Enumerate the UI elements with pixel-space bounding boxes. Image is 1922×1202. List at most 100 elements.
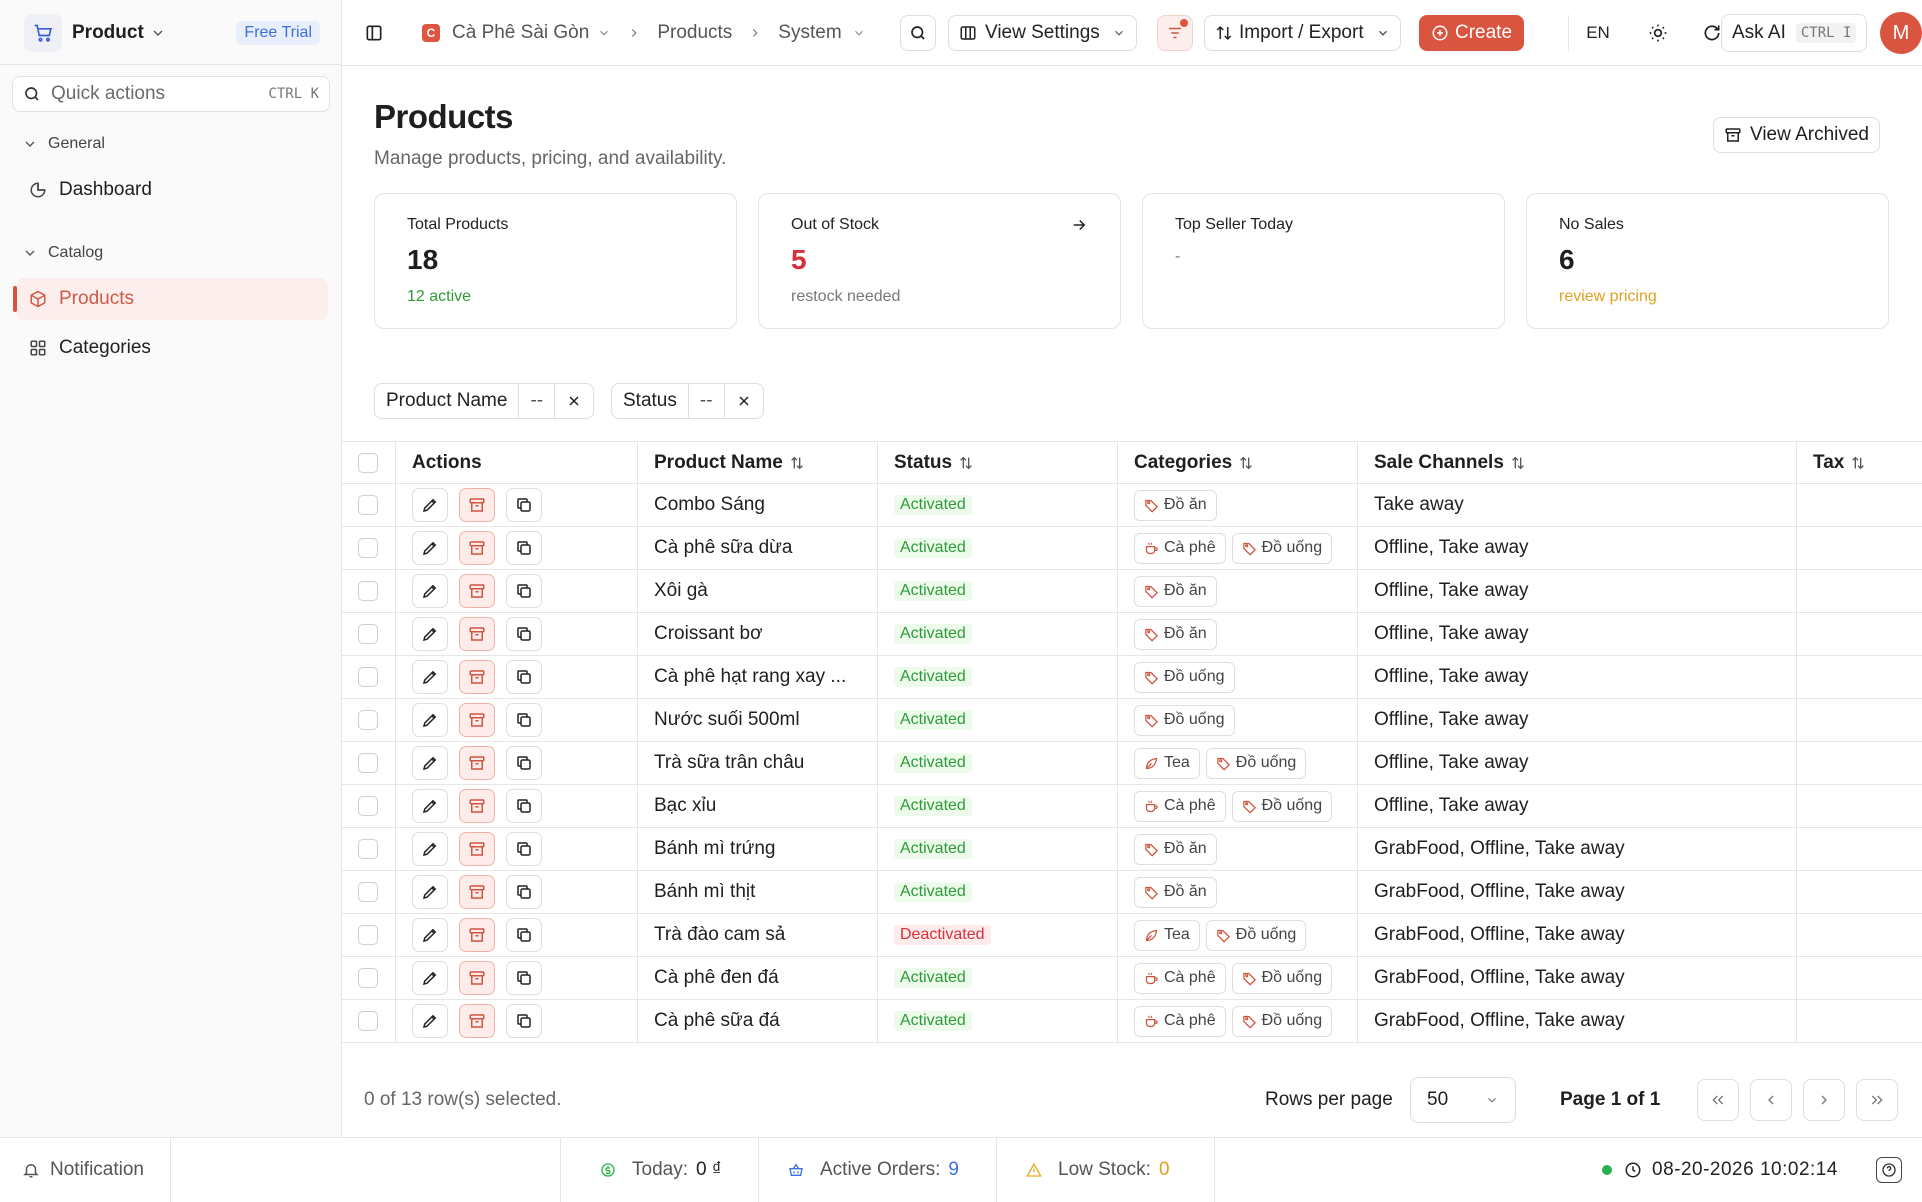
product-name[interactable]: Croissant bơ xyxy=(637,613,877,655)
archive-button[interactable] xyxy=(459,746,495,780)
table-row[interactable]: Nước suối 500ml Activated Đồ uống Offline, … xyxy=(342,699,1922,742)
table-row[interactable]: Bánh mì trứng Activated Đồ ăn GrabFood, Off… xyxy=(342,828,1922,871)
column-header-product-name[interactable]: Product Name xyxy=(637,442,877,484)
edit-button[interactable] xyxy=(412,703,448,737)
table-row[interactable]: Cà phê đen đá Activated Cà phê Đồ uống GrabF… xyxy=(342,957,1922,1000)
refresh-button[interactable] xyxy=(1686,15,1738,51)
category-chip[interactable]: Đồ uống xyxy=(1205,747,1307,779)
help-button[interactable] xyxy=(1876,1138,1902,1202)
duplicate-button[interactable] xyxy=(506,789,542,823)
row-checkbox[interactable] xyxy=(358,1011,378,1031)
archive-button[interactable] xyxy=(459,1004,495,1038)
column-header-sale-channels[interactable]: Sale Channels xyxy=(1357,442,1796,484)
duplicate-button[interactable] xyxy=(506,488,542,522)
next-page-button[interactable] xyxy=(1803,1079,1845,1121)
group-general-toggle[interactable]: General xyxy=(22,135,105,153)
duplicate-button[interactable] xyxy=(506,918,542,952)
product-name[interactable]: Bánh mì trứng xyxy=(637,828,877,870)
category-chip[interactable]: Đồ uống xyxy=(1205,919,1307,951)
breadcrumb-system[interactable]: System xyxy=(778,22,842,43)
product-name[interactable]: Cà phê hạt rang xay ... xyxy=(637,656,877,698)
arrow-right-icon[interactable] xyxy=(1070,216,1088,234)
product-name[interactable]: Bạc xỉu xyxy=(637,785,877,827)
import-export-button[interactable]: Import / Export xyxy=(1204,15,1401,51)
table-row[interactable]: Cà phê sữa dừa Activated Cà phê Đồ uống Offl… xyxy=(342,527,1922,570)
row-checkbox[interactable] xyxy=(358,538,378,558)
product-name[interactable]: Xôi gà xyxy=(637,570,877,612)
active-orders[interactable]: Active Orders: 9 xyxy=(788,1138,959,1202)
org-switcher[interactable]: Cà Phê Sài Gòn xyxy=(452,22,590,43)
filter-clear-button[interactable] xyxy=(723,384,763,418)
breadcrumb-products[interactable]: Products xyxy=(657,22,733,43)
filter-label[interactable]: Product Name xyxy=(386,390,508,411)
search-button[interactable] xyxy=(900,15,936,51)
group-catalog-toggle[interactable]: Catalog xyxy=(22,244,103,262)
category-chip[interactable]: Đồ uống xyxy=(1231,532,1333,564)
filter-button[interactable] xyxy=(1157,15,1193,51)
row-checkbox[interactable] xyxy=(358,753,378,773)
product-name[interactable]: Combo Sáng xyxy=(637,484,877,526)
edit-button[interactable] xyxy=(412,531,448,565)
row-checkbox[interactable] xyxy=(358,882,378,902)
notification-button[interactable]: Notification xyxy=(22,1138,144,1202)
category-chip[interactable]: Đồ ăn xyxy=(1134,833,1217,865)
duplicate-button[interactable] xyxy=(506,660,542,694)
row-checkbox[interactable] xyxy=(358,581,378,601)
row-checkbox[interactable] xyxy=(358,667,378,687)
table-row[interactable]: Bạc xỉu Activated Cà phê Đồ uống Offline, Ta… xyxy=(342,785,1922,828)
table-row[interactable]: Croissant bơ Activated Đồ ăn Offline, Take … xyxy=(342,613,1922,656)
table-row[interactable]: Trà đào cam sả Deactivated Tea Đồ uống GrabF… xyxy=(342,914,1922,957)
first-page-button[interactable] xyxy=(1697,1079,1739,1121)
quick-actions-input[interactable]: Quick actions CTRL K xyxy=(12,76,330,112)
low-stock[interactable]: Low Stock: 0 xyxy=(1026,1138,1170,1202)
table-row[interactable]: Bánh mì thịt Activated Đồ ăn GrabFood, Offl… xyxy=(342,871,1922,914)
category-chip[interactable]: Đồ uống xyxy=(1231,1005,1333,1037)
row-checkbox[interactable] xyxy=(358,925,378,945)
edit-button[interactable] xyxy=(412,660,448,694)
category-chip[interactable]: Đồ uống xyxy=(1231,962,1333,994)
select-all-checkbox[interactable] xyxy=(358,453,378,473)
sidebar-item-categories[interactable]: Categories xyxy=(16,327,328,369)
edit-button[interactable] xyxy=(412,961,448,995)
category-chip[interactable]: Đồ ăn xyxy=(1134,618,1217,650)
row-checkbox[interactable] xyxy=(358,495,378,515)
product-name[interactable]: Bánh mì thịt xyxy=(637,871,877,913)
category-chip[interactable]: Tea xyxy=(1134,919,1200,951)
view-settings-button[interactable]: View Settings xyxy=(948,15,1137,51)
category-chip[interactable]: Tea xyxy=(1134,747,1200,779)
table-row[interactable]: Combo Sáng Activated Đồ ăn Take away xyxy=(342,484,1922,527)
row-checkbox[interactable] xyxy=(358,968,378,988)
category-chip[interactable]: Đồ uống xyxy=(1134,704,1235,736)
category-chip[interactable]: Đồ ăn xyxy=(1134,876,1217,908)
edit-button[interactable] xyxy=(412,617,448,651)
edit-button[interactable] xyxy=(412,832,448,866)
duplicate-button[interactable] xyxy=(506,961,542,995)
user-avatar[interactable]: M xyxy=(1880,12,1922,54)
row-checkbox[interactable] xyxy=(358,624,378,644)
last-page-button[interactable] xyxy=(1856,1079,1898,1121)
filter-value[interactable]: -- xyxy=(518,384,554,418)
edit-button[interactable] xyxy=(412,875,448,909)
archive-button[interactable] xyxy=(459,488,495,522)
sidebar-item-products[interactable]: Products xyxy=(13,278,328,320)
duplicate-button[interactable] xyxy=(506,832,542,866)
filter-value[interactable]: -- xyxy=(687,384,724,418)
edit-button[interactable] xyxy=(412,918,448,952)
duplicate-button[interactable] xyxy=(506,531,542,565)
category-chip[interactable]: Cà phê xyxy=(1134,1005,1226,1037)
language-switch[interactable]: EN xyxy=(1586,23,1610,42)
product-name[interactable]: Cà phê sữa dừa xyxy=(637,527,877,569)
table-row[interactable]: Cà phê sữa đá Activated Cà phê Đồ uống GrabF… xyxy=(342,1000,1922,1043)
product-name[interactable]: Cà phê đen đá xyxy=(637,957,877,999)
stat-card-out-of-stock[interactable]: Out of Stock 5 restock needed xyxy=(758,193,1121,329)
category-chip[interactable]: Đồ ăn xyxy=(1134,575,1217,607)
edit-button[interactable] xyxy=(412,574,448,608)
edit-button[interactable] xyxy=(412,1004,448,1038)
category-chip[interactable]: Đồ ăn xyxy=(1134,489,1217,521)
product-name[interactable]: Nước suối 500ml xyxy=(637,699,877,741)
filter-label[interactable]: Status xyxy=(623,390,677,411)
product-name[interactable]: Trà sữa trân châu xyxy=(637,742,877,784)
row-checkbox[interactable] xyxy=(358,839,378,859)
product-name[interactable]: Trà đào cam sả xyxy=(637,914,877,956)
edit-button[interactable] xyxy=(412,488,448,522)
